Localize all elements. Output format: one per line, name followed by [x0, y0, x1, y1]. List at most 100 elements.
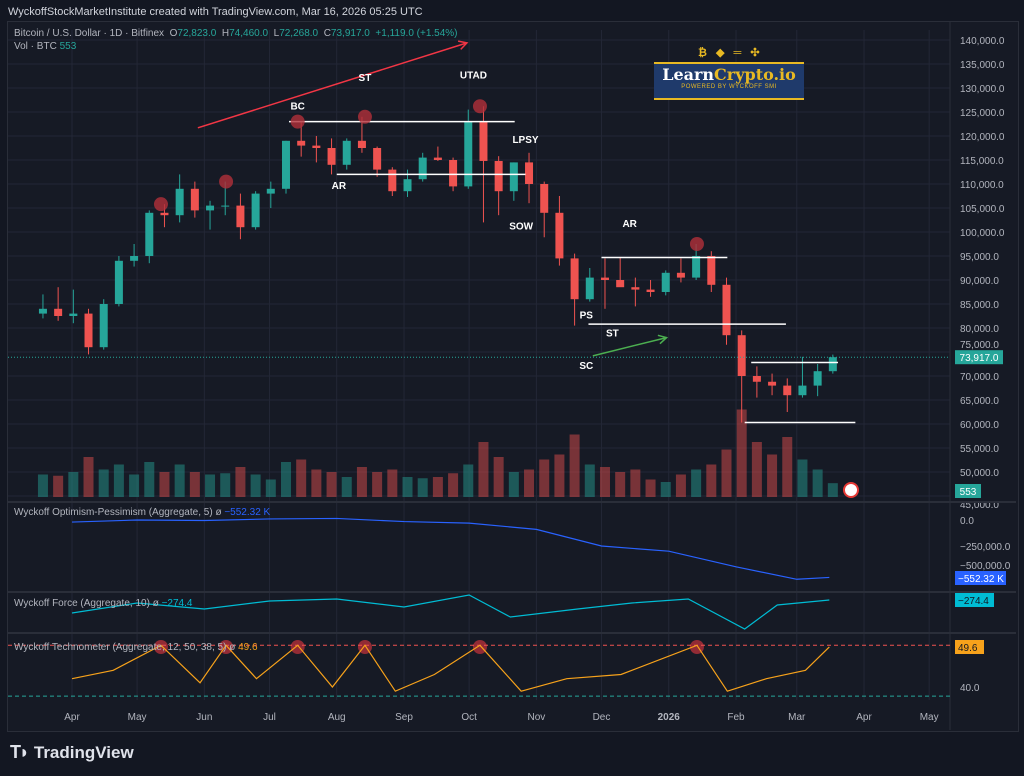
volume-bar [463, 464, 474, 497]
candle-body [221, 205, 230, 207]
candle-body [722, 284, 731, 336]
tradingview-label: TradingView [33, 742, 134, 762]
logo-text-a: Learn [662, 65, 715, 84]
force-legend[interactable]: Wyckoff Force (Aggregate, 10) ø −274.4 [14, 598, 192, 609]
candle-body [692, 256, 701, 278]
tradingview-logo-icon: T◗ [10, 742, 30, 762]
candle-body [342, 140, 351, 165]
last-price-badge [955, 350, 1003, 365]
force-badge-label: −274.4 [958, 596, 989, 607]
tradingview-brand[interactable]: T◗ TradingView [10, 742, 134, 763]
technometer-marker [290, 640, 305, 654]
candle-body [99, 304, 108, 348]
candle-body [403, 179, 412, 192]
candle-body [555, 212, 564, 259]
volume-value: 553 [59, 41, 77, 52]
force-line [71, 594, 830, 630]
volume-bar [220, 473, 231, 497]
candle-body [145, 212, 154, 256]
price-tick-label: 135,000.0 [960, 60, 1005, 71]
volume-bar [660, 482, 671, 497]
volume-badge [955, 484, 981, 498]
candle-body [540, 184, 549, 213]
candle-body [525, 162, 534, 184]
price-tick-label: 105,000.0 [960, 204, 1005, 215]
wyckoff-label: BC [290, 102, 304, 113]
price-tick-label: 130,000.0 [960, 84, 1005, 95]
high-value: 74,460.0 [229, 28, 269, 39]
volume-bar [417, 478, 428, 497]
force-label: Wyckoff Force (Aggregate, 10) [14, 598, 150, 609]
price-tick-label: 125,000.0 [960, 108, 1005, 119]
wyckoff-label: AR [332, 181, 347, 192]
time-tick-label: Apr [64, 712, 80, 723]
volume-bar [265, 479, 276, 497]
price-tick-label: 65,000.0 [960, 396, 999, 407]
candle-body [449, 160, 458, 187]
volume-bar [189, 472, 200, 497]
time-tick-label: Sep [395, 712, 413, 723]
price-tick-label: 90,000.0 [960, 276, 999, 287]
technometer-line [71, 644, 830, 692]
volume-bar [767, 454, 778, 497]
candle-body [312, 145, 321, 148]
volume-bar [569, 434, 580, 497]
candle-body [236, 205, 245, 228]
candle-body [600, 277, 609, 280]
arrow-head [457, 40, 469, 50]
trend-arrow [592, 336, 667, 357]
change-value: +1,119.0 (+1.54%) [375, 28, 458, 39]
chart-attribution: WyckoffStockMarketInstitute created with… [8, 6, 423, 18]
price-tick-label: 75,000.0 [960, 340, 999, 351]
candle-body [418, 157, 427, 180]
techno-legend[interactable]: Wyckoff Technometer (Aggregate, 12, 50, … [14, 642, 258, 653]
op-value: −552.32 K [224, 507, 271, 518]
wyckoff-label: SOW [509, 222, 533, 233]
symbol-legend[interactable]: Bitcoin / U.S. Dollar · 1D · Bitfinex O 7… [14, 28, 458, 39]
op-badge-label: −552.32 K [958, 574, 1004, 585]
candle-body [676, 272, 685, 278]
time-tick-label: Apr [856, 712, 872, 723]
symbol-title: Bitcoin / U.S. Dollar · 1D · Bitfinex [14, 28, 165, 39]
us-flag-event-icon[interactable] [843, 482, 859, 498]
candle-body [616, 280, 625, 288]
op-legend[interactable]: Wyckoff Optimism-Pessimism (Aggregate, 5… [14, 507, 270, 518]
candle-body [373, 148, 382, 170]
price-tick-label: 55,000.0 [960, 444, 999, 455]
volume-bar [691, 469, 702, 497]
volume-bar [554, 454, 565, 497]
candle-body [464, 121, 473, 187]
price-tick-label: 110,000.0 [960, 180, 1004, 191]
volume-bar [83, 457, 94, 497]
candle-body [251, 193, 260, 228]
volume-bar [721, 449, 732, 497]
volume-bar [524, 469, 535, 497]
price-tick-label: 60,000.0 [960, 420, 999, 431]
event-marker [219, 174, 234, 189]
volume-bar [645, 479, 656, 497]
volume-bar [827, 483, 838, 497]
volume-bar [448, 473, 459, 497]
volume-bar [630, 469, 641, 497]
volume-bar [584, 464, 595, 497]
techno-tick-label: 40.0 [960, 683, 980, 694]
wyckoff-label: UTAD [460, 70, 487, 81]
candle-body [768, 381, 777, 386]
price-tick-label: 100,000.0 [960, 228, 1005, 239]
last-price-label: 73,917.0 [960, 353, 999, 364]
eye-slash-icon[interactable]: ø [229, 642, 236, 653]
volume-bar [706, 464, 717, 497]
candle-body [813, 371, 822, 386]
high-label: H [221, 28, 230, 39]
price-tick-label: 45,000.0 [960, 500, 999, 511]
volume-legend[interactable]: Vol · BTC 553 [14, 41, 76, 52]
time-tick-label: Nov [527, 712, 545, 723]
eye-slash-icon[interactable]: ø [215, 507, 222, 518]
time-tick-label: 2026 [658, 712, 681, 723]
time-tick-label: Feb [727, 712, 745, 723]
open-label: O [169, 28, 178, 39]
eye-slash-icon[interactable]: ø [152, 598, 159, 609]
time-tick-label: Mar [788, 712, 806, 723]
candle-body [494, 160, 503, 192]
